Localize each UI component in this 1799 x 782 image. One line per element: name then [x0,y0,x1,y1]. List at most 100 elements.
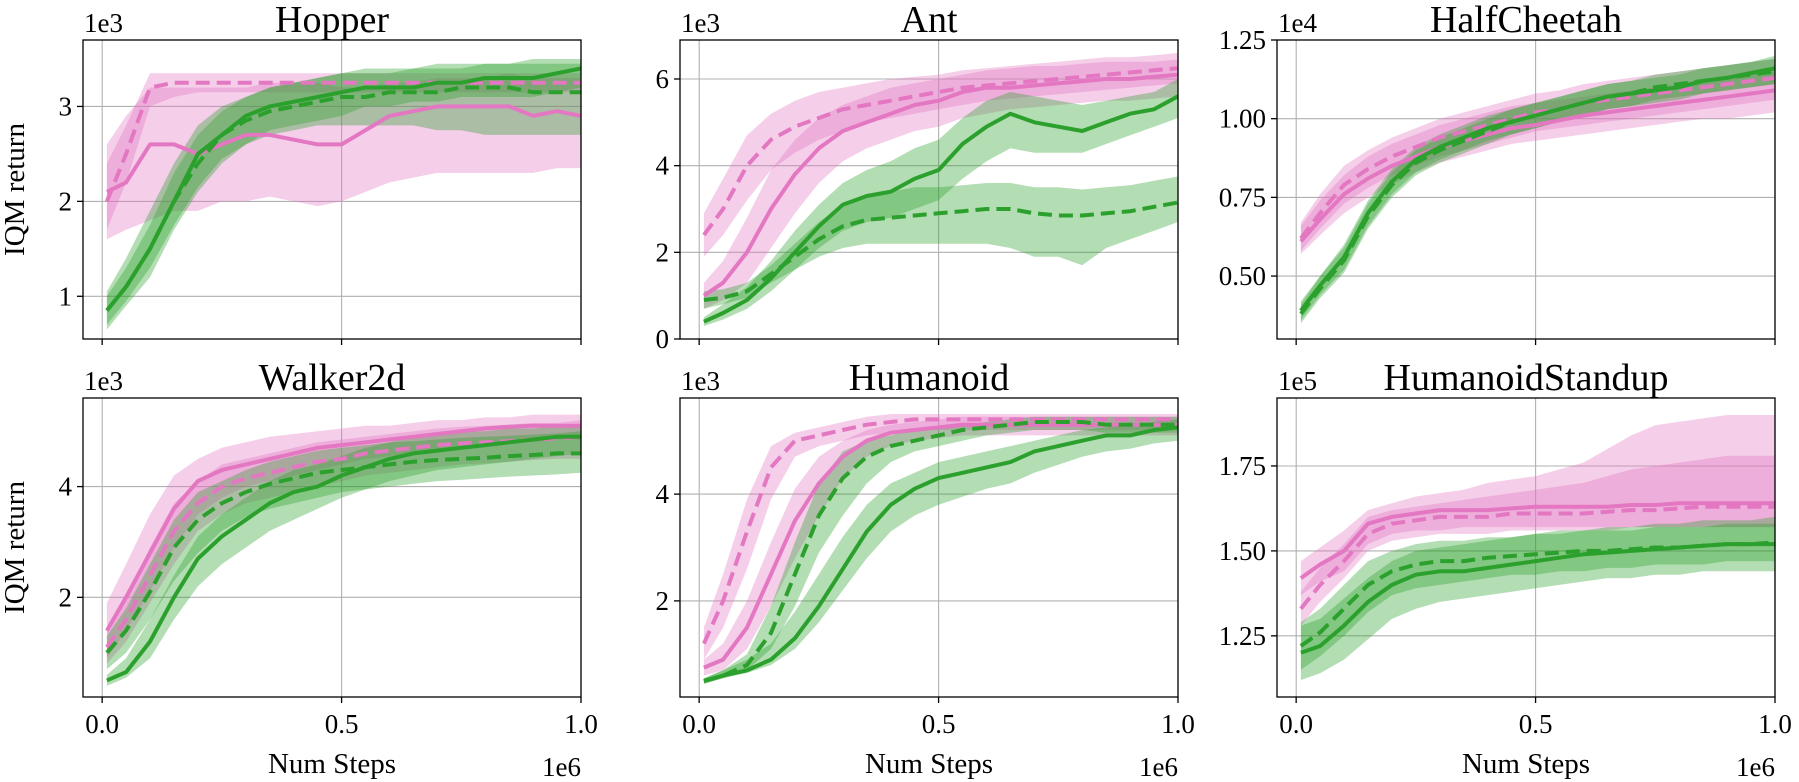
confidence-band-green-solid [106,59,581,330]
x-tick-label: 1.0 [564,709,598,739]
confidence-band-magenta-solid [1300,71,1775,254]
y-tick-label: 4 [59,472,73,502]
series-line-magenta-dashed [702,417,1178,645]
plot-area [1299,415,1775,680]
series-line-green-solid [105,66,581,312]
y-offset-label: 1e3 [84,366,123,396]
series-line-magenta-dashed [702,66,1178,237]
confidence-band-green-dashed [106,63,581,325]
y-tick-label: 4 [656,151,670,181]
confidence-band-green-dashed [106,431,581,670]
series-line-magenta-solid [1299,501,1775,580]
y-tick-label: 6 [656,64,670,94]
axes-frame [1276,397,1776,698]
y-tick-label: 2 [656,586,670,616]
confidence-band-magenta-dashed [106,73,581,230]
series-line-magenta-dashed [1299,504,1775,610]
plot-area [1299,55,1775,324]
panel-hopper: 1 2 3 Hopper 1e3 IQM return [0,0,582,345]
panel-title: Ant [901,0,958,41]
confidence-band-magenta-dashed [1300,455,1775,626]
series-line-green-dashed [1299,69,1775,316]
y-offset-label: 1e5 [1278,366,1317,396]
panel-humanoid: 2 4 0.0 0.5 1.0 Humanoid 1e3 1e6 Num Steps [656,357,1195,782]
y-tick-label: 1 [59,281,73,311]
x-axis-label: Num Steps [1462,748,1590,780]
panel-humanoidstandup: 1.25 1.50 1.75 0.0 0.5 1.0 HumanoidStandup 1e5 1… [1219,357,1792,782]
y-axis-label: IQM return [0,123,31,256]
x-tick-label: 0.0 [1279,709,1313,739]
axes-frame [679,397,1179,698]
y-tick-label: 4 [656,479,670,509]
confidence-band-magenta-solid [703,59,1178,309]
x-tick-label: 0.5 [1519,709,1553,739]
confidence-band-magenta-dashed [106,420,581,664]
series-line-green-dashed [105,451,581,655]
series-line-green-solid [106,434,581,683]
y-offset-label: 1e4 [1278,8,1317,38]
series-line-magenta-solid [105,423,581,632]
series-line-green-dashed [105,85,581,312]
y-offset-label: 1e3 [681,366,720,396]
panel-title: Humanoid [849,357,1009,399]
axes-frame [82,397,582,698]
panel-title: Walker2d [259,357,406,399]
confidence-band-magenta-dashed [703,53,1178,257]
plot-area [105,414,581,686]
plot-area [105,59,581,330]
y-tick-label: 1.75 [1219,451,1266,481]
confidence-band-magenta-solid [106,414,581,659]
confidence-band-green-solid [1300,516,1775,680]
confidence-band-green-dashed [703,416,1178,684]
y-tick-label: 3 [59,91,73,121]
plot-area [702,414,1178,684]
series-line-magenta-solid [106,104,581,194]
x-tick-label: 1.0 [1758,709,1792,739]
x-offset-label: 1e6 [1139,752,1178,782]
x-tick-label: 0.0 [85,709,119,739]
axes-frame [82,39,582,340]
confidence-band-green-dashed [703,176,1178,309]
x-tick-label: 0.5 [922,709,956,739]
y-tick-label: 1.00 [1219,104,1266,134]
y-offset-label: 1e3 [84,8,123,38]
series-line-magenta-dashed [1299,75,1775,240]
y-tick-label: 2 [656,237,670,267]
axes-frame [1276,39,1776,340]
y-tick-label: 0.75 [1219,182,1266,212]
x-tick-label: 1.0 [1161,709,1195,739]
series-line-magenta-solid [1299,88,1775,243]
confidence-band-green-solid [703,79,1178,326]
panel-title: HalfCheetah [1430,0,1622,41]
panel-halfcheetah: 0.50 0.75 1.00 1.25 HalfCheetah 1e4 [1219,0,1776,345]
y-tick-label: 2 [59,582,73,612]
series-line-magenta-solid [702,72,1178,298]
panel-walker2d: 2 4 0.0 0.5 1.0 Walker2d 1e3 1e6 Num Steps IQM re… [0,357,598,782]
panel-title: HumanoidStandup [1384,357,1669,399]
y-tick-label: 1.25 [1219,25,1266,55]
series-line-green-dashed [703,420,1178,683]
x-tick-label: 0.5 [325,709,359,739]
plot-area [702,53,1178,326]
series-line-magenta-dashed [105,80,581,203]
x-offset-label: 1e6 [542,752,581,782]
panel-ant: 0 2 4 6 Ant 1e3 [656,0,1179,354]
series-line-green-solid [703,94,1178,324]
y-tick-label: 0.50 [1219,261,1266,291]
x-tick-label: 0.0 [682,709,716,739]
axes-frame [679,39,1179,340]
y-axis-label: IQM return [0,481,31,614]
x-offset-label: 1e6 [1736,752,1775,782]
confidence-band-green-dashed [1300,523,1775,670]
y-tick-label: 2 [59,186,73,216]
series-line-green-dashed [703,200,1178,302]
series-line-green-dashed [1299,540,1775,648]
x-axis-label: Num Steps [865,748,993,780]
y-tick-label: 1.25 [1219,621,1266,651]
y-offset-label: 1e3 [681,8,720,38]
x-axis-label: Num Steps [268,748,396,780]
panel-title: Hopper [275,0,389,41]
y-tick-label: 0 [656,324,670,354]
confidence-band-magenta-solid [106,73,581,240]
